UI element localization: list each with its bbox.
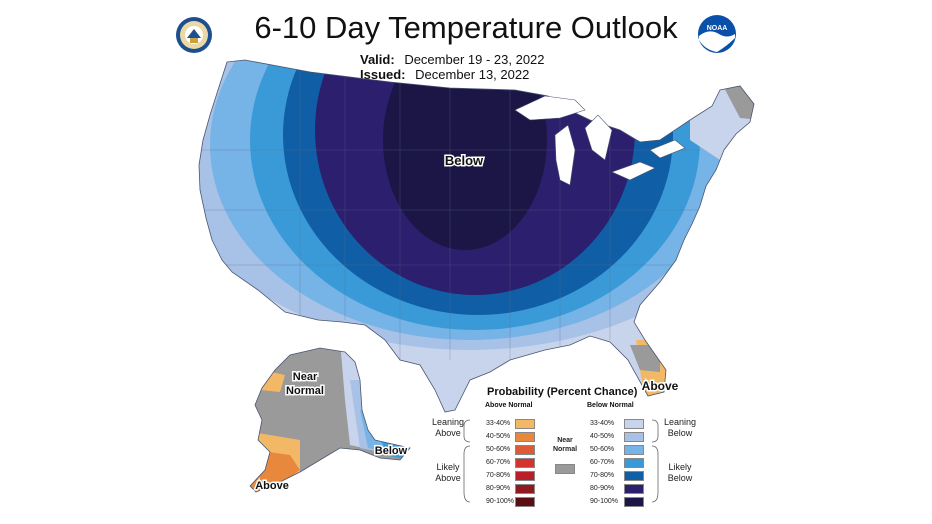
conus-probability-shading [199, 60, 754, 412]
above-normal-label-4: 70-80% [486, 472, 511, 479]
near-normal-text-1: Near [557, 437, 573, 444]
below-normal-label-3: 60-70% [590, 459, 615, 466]
below-normal-swatch-6 [624, 497, 644, 507]
issued-line: Issued: December 13, 2022 [360, 67, 529, 82]
below-normal-label-0: 33-40% [590, 420, 615, 427]
above-normal-label-0: 33-40% [486, 420, 511, 427]
below-normal-label-1: 40-50% [590, 433, 615, 440]
likely-above-label: Likely Above [428, 462, 468, 484]
above-normal-label-2: 50-60% [486, 446, 511, 453]
above-normal-swatch-5 [515, 484, 535, 494]
alaska-near-label-1: Near [293, 371, 318, 383]
likely-below-label: Likely Below [658, 462, 702, 484]
legend-title: Probability (Percent Chance) [487, 386, 638, 398]
leaning-below-label: Leaning Below [658, 417, 702, 439]
below-normal-swatch-1 [624, 432, 644, 442]
below-normal-swatch-3 [624, 458, 644, 468]
below-normal-swatch-2 [624, 445, 644, 455]
noaa-logo-icon: NOAA [698, 15, 736, 53]
above-normal-swatch-2 [515, 445, 535, 455]
near-normal-swatch [555, 464, 575, 474]
great-lakes [514, 95, 686, 186]
noaa-logo-text: NOAA [707, 25, 728, 32]
alaska-below-label: Below [375, 445, 408, 457]
above-normal-swatch-0 [515, 419, 535, 429]
above-normal-swatch-1 [515, 432, 535, 442]
leaning-above-label: Leaning Above [428, 417, 468, 439]
legend-brackets [463, 419, 659, 503]
commerce-seal-icon [176, 17, 212, 53]
below-normal-swatch-5 [624, 484, 644, 494]
above-normal-label-6: 90-100% [486, 498, 515, 505]
below-normal-label-2: 50-60% [590, 446, 615, 453]
below-normal-label-6: 90-100% [590, 498, 619, 505]
alaska-probability-shading [250, 348, 410, 492]
below-normal-label-5: 80-90% [590, 485, 615, 492]
valid-line: Valid: December 19 - 23, 2022 [360, 52, 545, 67]
likely-above-text-1: Likely [436, 462, 460, 472]
above-normal-label-5: 80-90% [486, 485, 511, 492]
leaning-below-text-2: Below [667, 428, 693, 438]
conus-below-label: Below [445, 153, 484, 168]
near-normal-text-2: Normal [552, 446, 578, 453]
above-normal-swatch-4 [515, 471, 535, 481]
leaning-below-text-1: Leaning [663, 417, 697, 427]
leaning-above-text-2: Above [435, 428, 461, 438]
alaska-outline [249, 347, 411, 493]
likely-above-text-2: Above [435, 473, 461, 483]
above-normal-label-3: 60-70% [486, 459, 511, 466]
probability-legend: Probability (Percent Chance) Above Norma… [420, 384, 710, 519]
likely-below-text-1: Likely [668, 462, 692, 472]
page-title: 6-10 Day Temperature Outlook [254, 10, 678, 45]
florida-above-label: Above [642, 379, 679, 393]
above-normal-swatch-3 [515, 458, 535, 468]
above-normal-swatch-6 [515, 497, 535, 507]
likely-below-text-2: Below [667, 473, 693, 483]
above-normal-label-1: 40-50% [486, 433, 511, 440]
alaska-near-label-2: Normal [286, 385, 324, 397]
leaning-above-text-1: Leaning [431, 417, 465, 427]
above-normal-header: Above Normal [485, 402, 533, 409]
issued-label: Issued: [360, 67, 406, 82]
below-normal-label-4: 70-80% [590, 472, 615, 479]
near-normal-label: Near Normal [546, 436, 584, 454]
below-normal-swatch-0 [624, 419, 644, 429]
below-normal-swatch-4 [624, 471, 644, 481]
valid-dates: December 19 - 23, 2022 [404, 52, 545, 67]
alaska-above-label: Above [255, 480, 289, 492]
conus-outline [198, 59, 755, 413]
below-normal-header: Below Normal [587, 402, 634, 409]
issued-date: December 13, 2022 [415, 67, 530, 82]
valid-label: Valid: [360, 52, 395, 67]
